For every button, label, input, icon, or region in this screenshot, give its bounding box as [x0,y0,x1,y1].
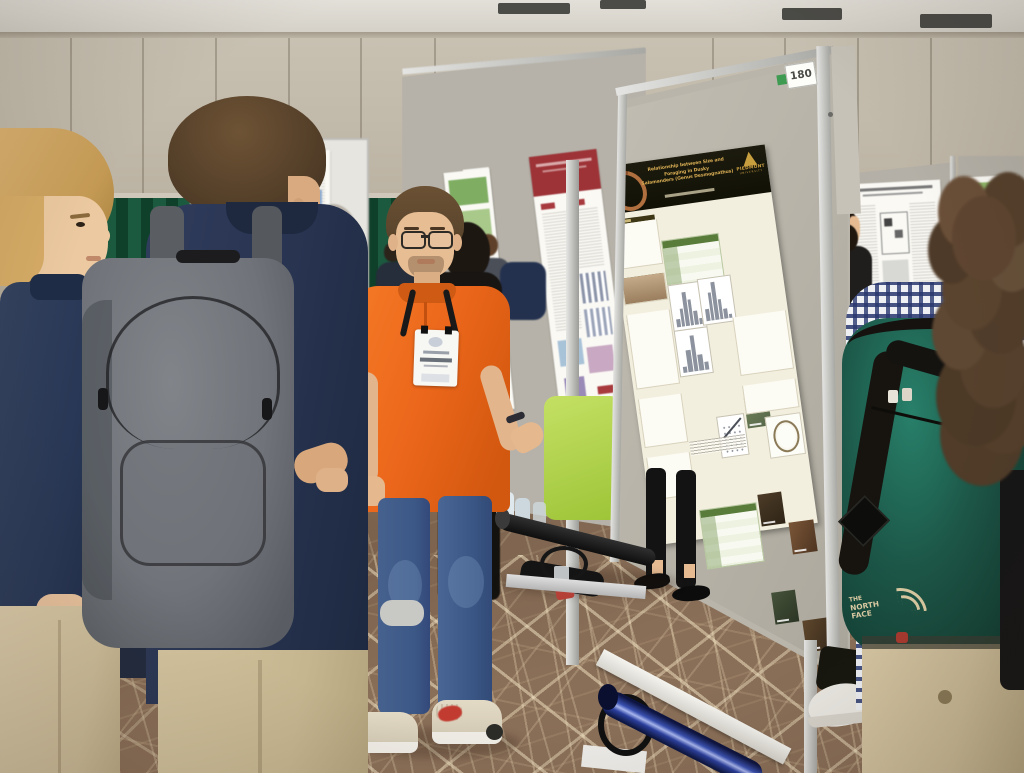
poster-histogram [696,274,737,326]
badge-clip [444,326,453,335]
salamander-photo [757,491,786,527]
presenter-orange-polo [352,286,510,512]
wall-seam [930,38,932,178]
ceiling-cove [0,32,1024,40]
presenter-eyebrow [430,227,445,230]
backpack-man-hand [316,468,348,492]
salamander-poster-title: Relationship between Size and Foraging i… [637,156,737,189]
badge-name-line [419,357,452,363]
attendee-black-pants-leg [676,470,696,588]
background-gray-sneaker [380,600,424,626]
ceiling-vent [600,0,646,9]
poster-section-header [540,202,556,211]
blue-tube-cap [598,684,618,710]
khaki-seam [258,660,262,773]
backpack-man-khaki-pants [158,650,368,773]
badge-text-line [423,350,450,355]
belt-shadow [862,636,1012,649]
table-header-row [700,503,757,518]
sneaker-sole [352,742,418,753]
presenter-ear [388,234,398,251]
khaki-crease [58,620,61,773]
table-header-row [662,233,719,249]
pants-button [938,690,952,704]
seal-box [764,412,807,459]
badge-logo-mark [428,336,443,348]
poster-section-text [732,310,795,377]
poster-diagram-node [894,229,903,239]
blond-man-hair-side [0,196,44,286]
sweater-collar [30,274,88,300]
ceiling-vent [498,3,570,14]
curly-haired-person-head [952,196,1016,280]
poster-figure [586,344,616,374]
attendee-badge [413,325,459,387]
presenter-glasses-left-lens [401,231,426,249]
black-jacket-arm [1000,470,1024,690]
attendee-ankle [684,564,695,578]
ceiling-vent [920,14,992,28]
attendee-ankle [652,560,663,574]
sneaker-heel-tip [486,724,503,740]
presenter-glasses-bridge [421,235,429,238]
strap-pin [902,388,912,401]
presenter-lips [417,259,435,264]
poster-section-text [742,378,800,415]
board-number: 180 [789,67,813,83]
poster-photo [620,272,669,306]
plaid-man-khaki-pants [862,644,1024,773]
poster-diagram-node [883,218,893,227]
red-belt-detail [896,632,908,643]
sneaker-sole [432,732,502,744]
poster-data-table [698,502,765,570]
backpack-side-pocket [82,300,112,600]
board-number-tag: 180 [784,60,818,90]
frame-bolt [828,112,833,117]
polo-placket [424,302,427,332]
jeans-knee-fade [448,556,484,608]
blond-man-eye [76,222,85,227]
poster-title-band [528,148,602,197]
poster-section-text [637,393,689,449]
presenter-eyebrow [404,227,419,230]
presenter-jeans-right-leg [438,496,492,714]
badge-clip [420,325,429,334]
backpack-front-pocket [120,440,266,566]
university-seal [771,418,802,454]
salamander-photo [788,519,818,555]
zipper-pull [98,388,108,410]
presenter-ear [452,234,462,251]
lime-green-bag [544,396,622,520]
blond-man-lips [86,256,101,261]
poster-section-header [597,384,615,395]
backpack-top-handle [848,318,1016,373]
backpack-haul-loop [176,250,240,263]
badge-footer-block [421,373,450,383]
ceiling-vent [782,8,842,20]
poster-bar-chart [579,270,609,304]
poster-author-line [664,187,715,198]
poster-bar-chart [583,306,614,338]
zipper-pull [262,398,272,420]
poster-histogram [673,326,714,378]
strap-pin [888,390,898,403]
wall-seam [857,38,859,188]
piedmont-university-logo: PIEDMONT UNIVERSITY [733,149,769,195]
presenter-glasses-right-lens [428,231,453,249]
backpack-zipper-arc [106,296,280,449]
poster-title-text [862,191,923,197]
poster-title-band [964,180,1013,192]
badge-text-line [423,364,448,368]
poster-tube-cap [495,508,510,529]
salamander-photo [771,589,800,625]
